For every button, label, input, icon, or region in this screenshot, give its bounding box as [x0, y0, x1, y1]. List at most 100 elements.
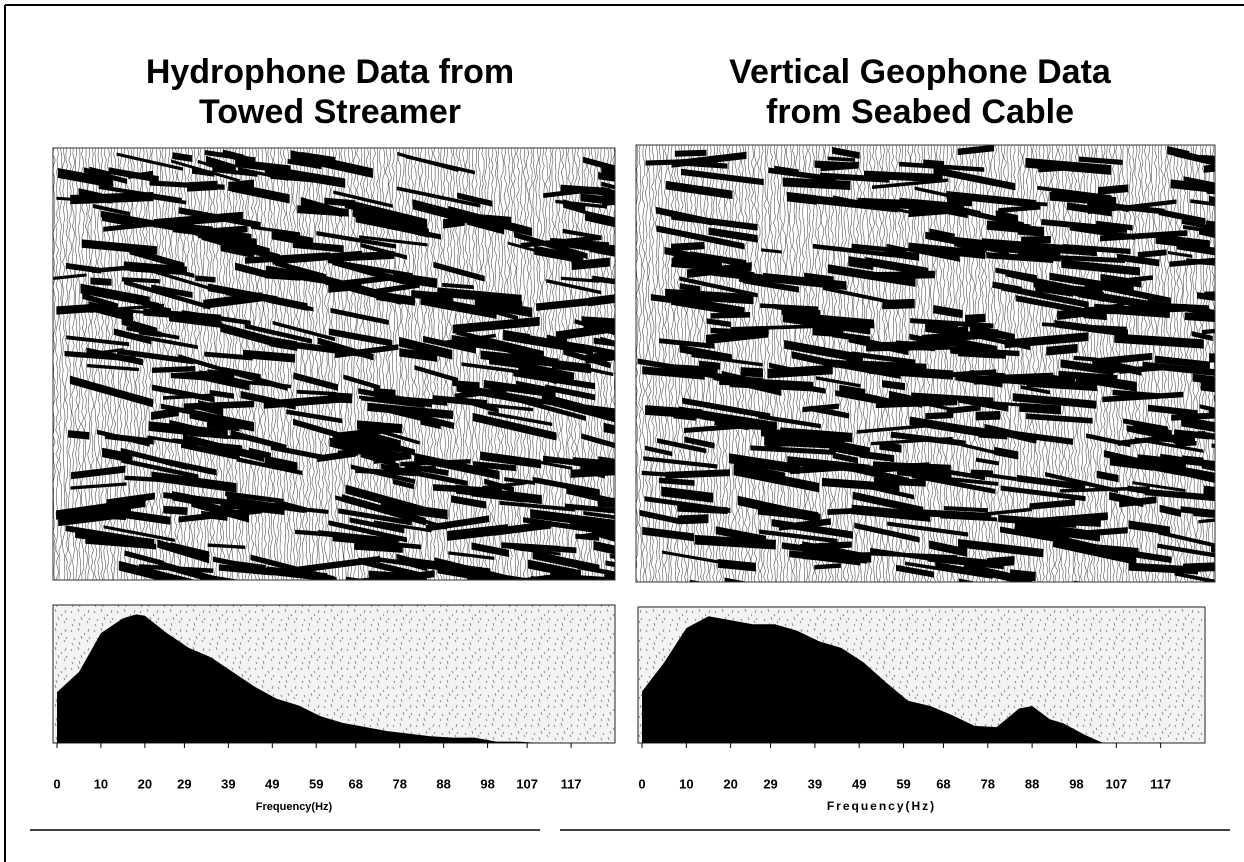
- reflector: [882, 380, 906, 391]
- reflector: [367, 402, 454, 420]
- reflector: [827, 264, 916, 287]
- reflector: [66, 335, 130, 347]
- reflector: [317, 337, 374, 361]
- reflector: [925, 231, 1009, 255]
- x-tick-label: 88: [436, 776, 450, 791]
- reflector: [81, 239, 157, 255]
- reflector: [1117, 253, 1160, 267]
- reflector: [1144, 488, 1215, 502]
- reflector: [199, 370, 250, 391]
- reflector: [1049, 374, 1075, 387]
- reflector: [404, 463, 449, 476]
- reflector: [1066, 202, 1112, 217]
- reflector: [1014, 520, 1101, 542]
- reflector: [373, 282, 420, 295]
- reflector: [813, 243, 894, 258]
- reflector: [345, 576, 369, 580]
- reflector: [293, 372, 339, 391]
- reflector: [581, 529, 615, 538]
- reflector: [957, 145, 995, 156]
- reflector: [86, 363, 140, 372]
- reflector: [352, 207, 429, 238]
- reflector: [1093, 547, 1119, 554]
- reflector: [605, 560, 615, 568]
- reflector: [1131, 581, 1134, 582]
- reflector: [532, 476, 600, 496]
- reflector: [178, 207, 261, 229]
- reflector: [661, 550, 742, 568]
- x-axis-label: Frequency(Hz): [256, 801, 333, 813]
- reflector: [970, 469, 994, 476]
- reflector: [151, 471, 237, 493]
- reflector: [522, 362, 575, 382]
- reflector: [1209, 353, 1215, 363]
- reflector: [75, 528, 155, 549]
- reflector: [329, 437, 396, 464]
- reflector: [103, 525, 175, 542]
- reflector: [957, 538, 1044, 558]
- x-tick-label: 78: [981, 776, 995, 791]
- reflector: [1100, 273, 1142, 288]
- reflector: [297, 205, 349, 217]
- reflector: [1122, 459, 1183, 476]
- reflector: [560, 184, 611, 196]
- reflector: [474, 297, 533, 318]
- reflector: [887, 521, 969, 537]
- reflector: [309, 576, 325, 580]
- reflector: [1029, 499, 1076, 510]
- reflector: [557, 361, 591, 371]
- reflector: [410, 274, 437, 288]
- reflector: [886, 243, 961, 262]
- x-tick-label: 68: [936, 776, 950, 791]
- reflector: [1204, 291, 1215, 298]
- reflector: [978, 431, 1008, 440]
- reflector: [172, 152, 193, 163]
- reflector: [119, 509, 171, 525]
- x-tick-label: 107: [516, 776, 538, 791]
- reflector: [1169, 257, 1215, 267]
- reflector: [786, 381, 826, 394]
- reflector: [1016, 474, 1085, 491]
- reflector: [503, 329, 531, 345]
- reflector: [581, 433, 615, 449]
- reflector: [149, 304, 172, 317]
- reflector: [53, 273, 87, 280]
- reflector: [374, 394, 448, 406]
- reflector: [914, 186, 953, 199]
- reflector: [1086, 433, 1131, 448]
- reflector: [566, 487, 615, 506]
- reflector: [691, 353, 763, 367]
- x-tick-label: 10: [94, 776, 108, 791]
- reflector: [456, 383, 537, 406]
- reflector: [1087, 199, 1177, 215]
- reflector: [88, 288, 160, 308]
- reflector: [588, 294, 615, 307]
- reflector: [642, 366, 705, 380]
- reflector: [392, 478, 415, 490]
- reflector: [399, 348, 438, 362]
- reflector: [447, 524, 508, 541]
- reflector: [759, 529, 838, 544]
- reflector: [960, 206, 981, 218]
- reflector: [1137, 454, 1187, 470]
- reflector: [899, 161, 985, 172]
- reflector: [555, 199, 608, 209]
- reflector: [1155, 355, 1210, 369]
- reflector: [848, 334, 909, 356]
- reflector: [650, 294, 677, 304]
- reflector: [488, 411, 553, 427]
- reflector: [827, 507, 871, 516]
- x-tick-label: 29: [177, 776, 191, 791]
- reflector: [328, 328, 393, 347]
- reflector: [206, 419, 240, 432]
- reflector: [324, 197, 356, 208]
- reflector: [1137, 249, 1167, 259]
- reflector: [222, 149, 245, 163]
- reflector: [1010, 569, 1036, 582]
- reflector: [922, 329, 999, 344]
- reflector: [78, 188, 102, 200]
- reflector: [69, 512, 127, 521]
- reflector: [804, 272, 834, 287]
- reflector: [790, 463, 847, 475]
- reflector: [976, 457, 999, 466]
